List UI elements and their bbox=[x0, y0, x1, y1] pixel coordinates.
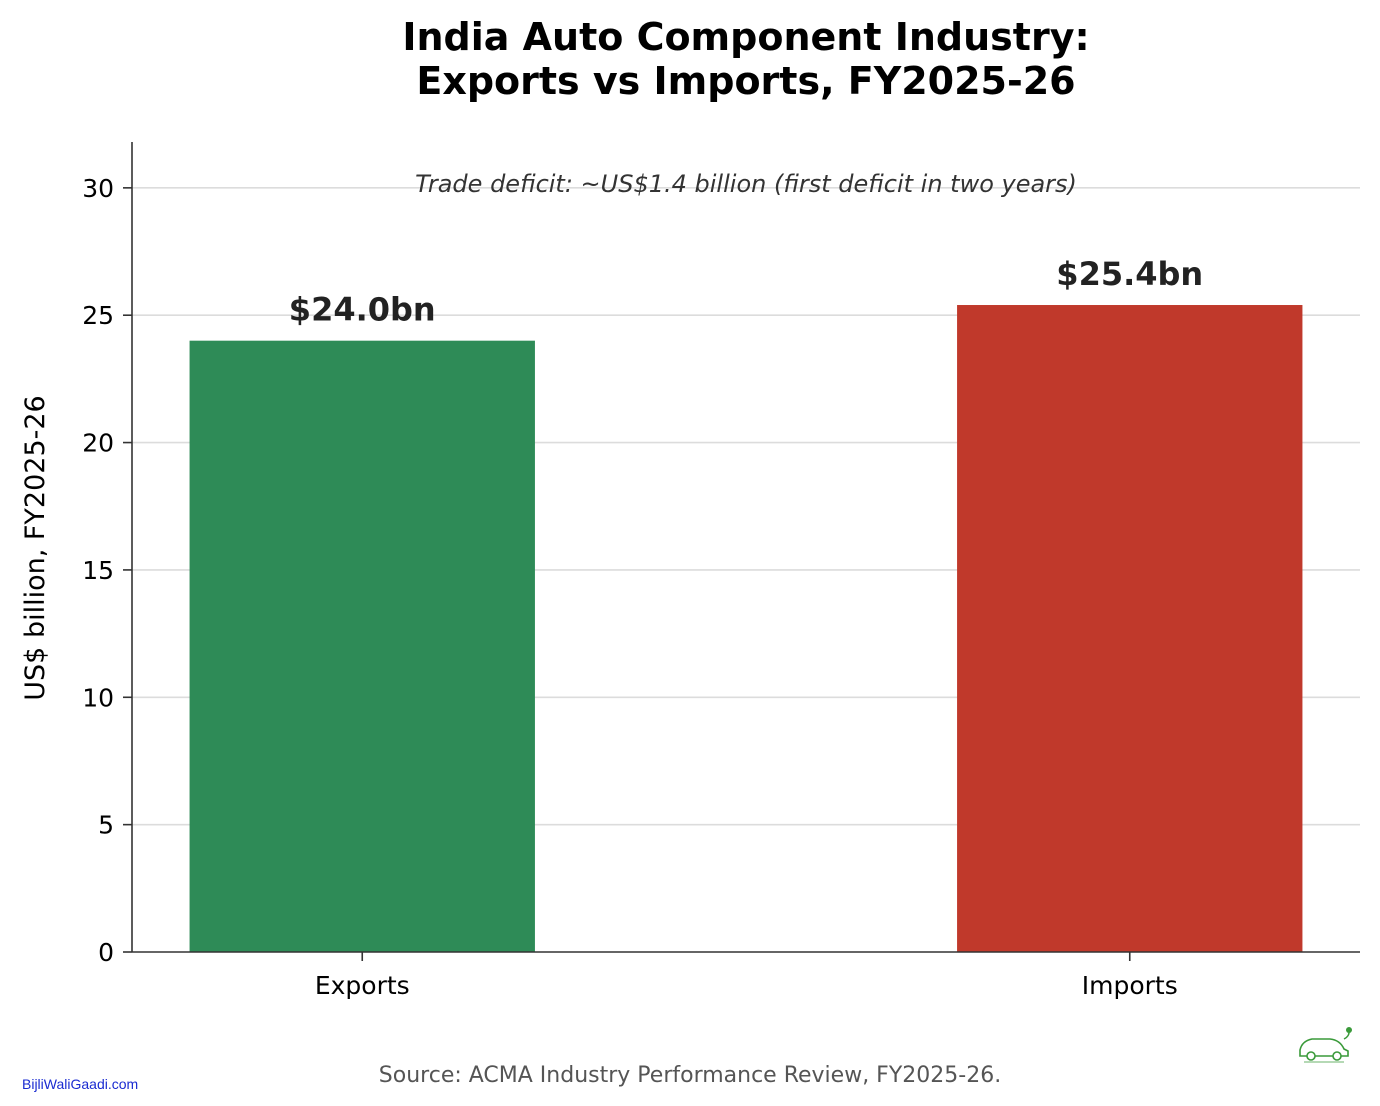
bars: $24.0bn $25.4bn bbox=[189, 255, 1303, 952]
y-tick-label: 30 bbox=[82, 174, 114, 203]
y-tick-label: 10 bbox=[82, 683, 114, 712]
y-tick-label: 15 bbox=[82, 556, 114, 585]
y-tick-label: 5 bbox=[98, 811, 114, 840]
bar-value-label-exports: $24.0bn bbox=[289, 291, 436, 329]
y-tick-label: 20 bbox=[82, 429, 114, 458]
y-axis-ticks: 0 5 10 15 20 25 30 bbox=[82, 174, 132, 967]
watermark-text: BijliWaliGaadi.com bbox=[22, 1076, 139, 1092]
x-tick-label-exports: Exports bbox=[315, 971, 410, 1000]
chart-title-line-2: Exports vs Imports, FY2025-26 bbox=[416, 59, 1075, 103]
bar-imports bbox=[957, 305, 1303, 952]
source-note: Source: ACMA Industry Performance Review… bbox=[379, 1063, 1001, 1088]
chart-title-line-1: India Auto Component Industry: bbox=[402, 15, 1089, 59]
x-axis-ticks: Exports Imports bbox=[315, 952, 1178, 1000]
car-plug-icon bbox=[1299, 1027, 1352, 1063]
x-tick-label-imports: Imports bbox=[1082, 971, 1178, 1000]
y-tick-label: 25 bbox=[82, 301, 114, 330]
y-tick-label: 0 bbox=[98, 938, 114, 967]
y-axis-label: US$ billion, FY2025-26 bbox=[20, 395, 51, 700]
trade-deficit-annotation: Trade deficit: ~US$1.4 billion (first de… bbox=[415, 170, 1077, 198]
bar-exports bbox=[189, 340, 535, 952]
bar-value-label-imports: $25.4bn bbox=[1056, 255, 1203, 293]
